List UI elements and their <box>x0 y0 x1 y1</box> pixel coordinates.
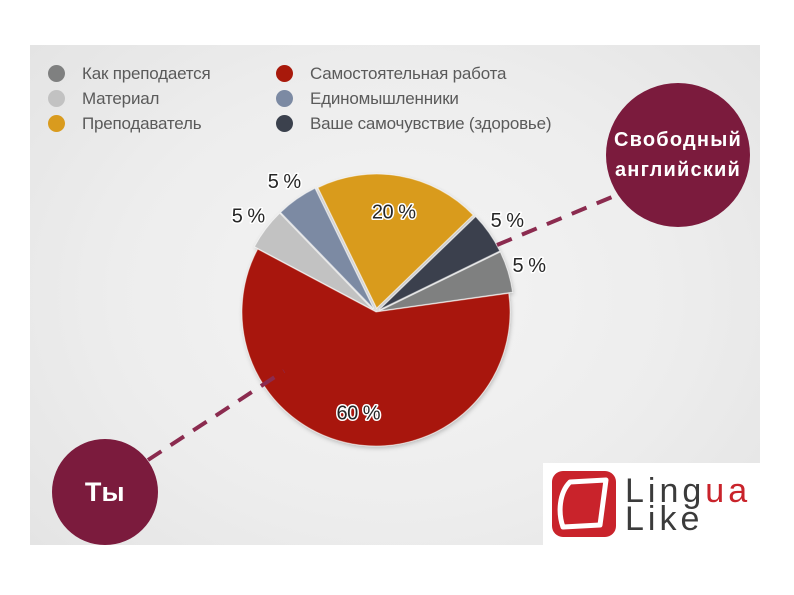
legend-item: Материал <box>48 86 276 111</box>
pie-slices <box>241 173 514 447</box>
legend-marker <box>48 90 65 107</box>
legend-label: Ваше самочувствие (здоровье) <box>310 113 552 133</box>
pie-slice <box>253 212 374 311</box>
free-english-callout: Свободный английский <box>606 83 750 227</box>
you-label: Ты <box>84 476 126 507</box>
logo-mark-icon <box>552 471 616 537</box>
chart-legend: Как преподается Самостоятельная работа М… <box>48 61 586 136</box>
legend-marker <box>48 115 65 132</box>
legend-marker <box>48 65 65 82</box>
connector-line-free-english <box>496 195 613 247</box>
slice-data-label: 5 % <box>268 171 302 193</box>
logo-wordmark-line1: Lingua <box>625 474 751 508</box>
slice-data-label: 5 % <box>232 206 266 228</box>
legend-item: Единомышленники <box>276 86 586 111</box>
legend-item: Ваше самочувствие (здоровье) <box>276 111 586 136</box>
legend-label: Материал <box>82 88 160 108</box>
slice-data-label: 20 % <box>372 202 416 224</box>
logo-text-accent: ua <box>705 472 752 510</box>
pie-slice <box>241 248 511 447</box>
slice-data-label: 60 % <box>336 402 380 424</box>
pie-slice <box>378 215 501 311</box>
legend-item: Самостоятельная работа <box>276 61 586 86</box>
you-callout: Ты <box>52 439 158 545</box>
legend-label: Единомышленники <box>310 88 459 108</box>
legend-label: Преподаватель <box>82 113 202 133</box>
pie-data-labels: 5 %60 %5 %5 %20 % 5 % <box>230 169 548 426</box>
connector-line-you <box>146 369 286 462</box>
legend-item: Как преподается <box>48 61 276 86</box>
pie-slice <box>279 187 375 310</box>
legend-marker <box>276 65 293 82</box>
logo-text-main: Ling <box>625 472 706 510</box>
legend-label: Самостоятельная работа <box>310 63 507 83</box>
slice-data-label: 5 % <box>513 255 547 277</box>
lingualike-logo: Lingua Like <box>543 463 760 545</box>
pie-slice <box>317 173 474 309</box>
free-english-line2: английский <box>614 159 742 181</box>
legend-label: Как преподается <box>82 63 211 83</box>
legend-marker <box>276 115 293 132</box>
legend-marker <box>276 90 293 107</box>
pie-slice <box>379 251 514 312</box>
slice-data-label: 5 % <box>491 210 525 232</box>
free-english-line1: Свободный <box>614 129 742 151</box>
logo-wordmark-line2: Like <box>625 500 704 538</box>
legend-item: Преподаватель <box>48 111 276 136</box>
